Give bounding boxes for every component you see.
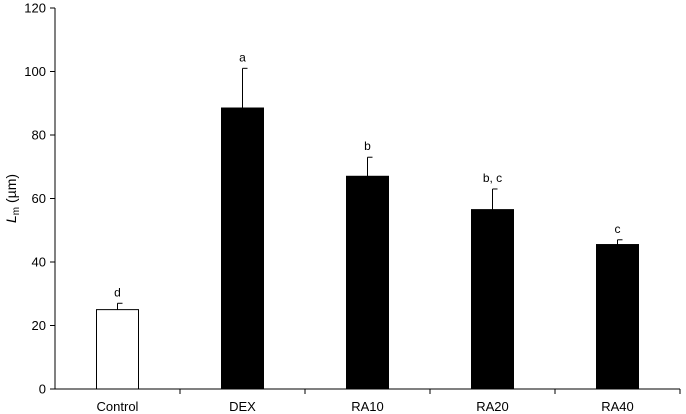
- bar-ra40: [596, 244, 639, 390]
- x-tick-label-ra40: RA40: [601, 399, 634, 414]
- y-tick-label: 20: [32, 318, 46, 333]
- x-tick-label-dex: DEX: [229, 399, 256, 414]
- y-tick-label: 60: [32, 191, 46, 206]
- y-tick-label: 80: [32, 128, 46, 143]
- error-bars: [117, 67, 623, 310]
- x-axis-labels: Control DEX RA10 RA20 RA40: [97, 389, 681, 414]
- significance-label-control: d: [114, 285, 121, 299]
- bar-ra10: [346, 175, 389, 390]
- y-tick-label: 40: [32, 255, 46, 270]
- significance-label-ra20: b, c: [483, 171, 502, 185]
- y-tick-label: 100: [24, 64, 46, 79]
- x-tick-label-ra10: RA10: [351, 399, 384, 414]
- bar-dex: [221, 107, 264, 390]
- y-axis-title-main: L: [3, 215, 19, 223]
- significance-label-ra10: b: [364, 139, 371, 153]
- bars: [96, 107, 639, 390]
- bar-control: [96, 309, 139, 390]
- bar-ra20: [471, 209, 514, 390]
- significance-labels: d a b b, c c: [114, 50, 620, 299]
- y-tick-label: 120: [24, 1, 46, 16]
- y-axis-title: Lm (µm): [3, 174, 22, 223]
- significance-label-ra40: c: [615, 222, 621, 236]
- y-tick-label: 0: [39, 382, 46, 397]
- y-axis-title-subscript: m: [11, 207, 22, 215]
- y-axis-title-unit: (µm): [3, 174, 19, 207]
- y-axis-ticks: 0 20 40 60 80 100 120: [24, 1, 55, 397]
- significance-label-dex: a: [239, 50, 246, 64]
- x-tick-label-control: Control: [97, 399, 139, 414]
- x-tick-label-ra20: RA20: [476, 399, 509, 414]
